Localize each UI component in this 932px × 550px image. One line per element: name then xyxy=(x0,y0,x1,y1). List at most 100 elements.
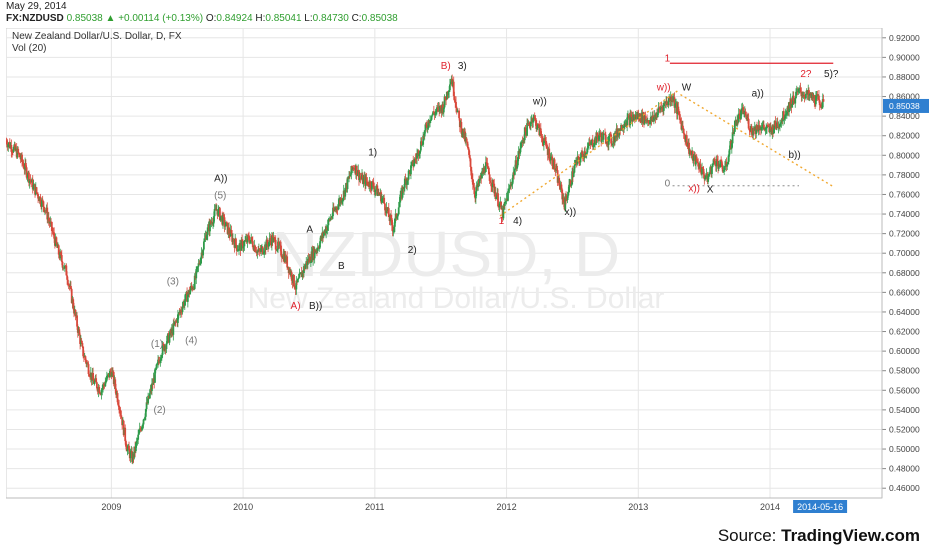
candle-body xyxy=(43,206,46,212)
candle-body xyxy=(231,233,234,242)
candle-body xyxy=(570,184,573,186)
candle-body xyxy=(731,132,734,144)
candle-body xyxy=(155,364,158,369)
y-tick-label: 0.90000 xyxy=(889,52,920,62)
candle-body xyxy=(449,81,452,85)
candle-body xyxy=(509,184,512,188)
candle-body xyxy=(87,364,90,375)
candle-body xyxy=(682,128,685,134)
candle-body xyxy=(711,166,713,174)
candle-body xyxy=(678,112,681,115)
watermark-name: New Zealand Dollar/U.S. Dollar xyxy=(248,282,665,315)
candle-body xyxy=(535,120,538,129)
candle-body xyxy=(483,167,486,173)
wave-label: (5) xyxy=(214,190,226,201)
y-tick-label: 0.62000 xyxy=(889,327,920,337)
candle-body xyxy=(319,236,322,242)
candle-body xyxy=(586,147,589,153)
candle-body xyxy=(818,95,820,101)
candle-body xyxy=(599,132,602,137)
candle-body xyxy=(22,163,25,169)
candle-body xyxy=(199,257,202,264)
candle-body xyxy=(779,122,782,124)
candle-body xyxy=(396,216,399,219)
candle-body xyxy=(683,133,686,136)
candle-body xyxy=(242,246,245,249)
candle-body xyxy=(135,440,138,444)
candle-body xyxy=(351,166,354,170)
high-value: 0.85041 xyxy=(265,13,302,24)
candle-body xyxy=(78,329,81,335)
candle-body xyxy=(468,154,471,159)
candle-body xyxy=(157,359,160,362)
candle-body xyxy=(273,237,276,239)
candle-body xyxy=(766,125,769,127)
chart-area[interactable]: NZDUSD, D New Zealand Dollar/U.S. Dollar… xyxy=(5,27,930,518)
candle-body xyxy=(410,165,412,175)
candle-body xyxy=(498,203,501,208)
candle-body xyxy=(526,123,528,136)
candle-body xyxy=(49,221,52,224)
candle-body xyxy=(217,209,220,216)
candle-body xyxy=(74,309,77,317)
candle-body xyxy=(154,368,157,370)
y-tick-label: 0.74000 xyxy=(889,209,920,219)
candle-body xyxy=(142,419,145,425)
candle-body xyxy=(211,222,214,224)
candle-body xyxy=(160,354,163,359)
candle-body xyxy=(721,166,724,172)
candle-body xyxy=(189,290,192,295)
candle-body xyxy=(471,179,474,185)
y-tick-label: 0.88000 xyxy=(889,72,920,82)
candle-body xyxy=(488,174,491,181)
candle-body xyxy=(727,161,729,165)
candle-body xyxy=(47,217,50,221)
candle-body xyxy=(748,128,751,131)
candle-body xyxy=(157,359,159,364)
candle-body xyxy=(487,166,490,168)
candle-body xyxy=(571,171,574,185)
candle-body xyxy=(115,388,117,395)
candle-body xyxy=(147,395,150,404)
trend-line[interactable] xyxy=(499,90,679,217)
candle-body xyxy=(223,217,226,227)
candle-body xyxy=(737,113,740,122)
candle-body xyxy=(719,159,722,167)
candle-body xyxy=(66,279,69,285)
candle-body xyxy=(148,393,151,399)
candle-body xyxy=(708,172,711,175)
candle-body xyxy=(118,409,121,412)
x-tick-label: 2013 xyxy=(628,502,648,512)
candle-body xyxy=(219,216,222,221)
candle-body xyxy=(756,124,758,130)
candle-body xyxy=(36,192,39,195)
symbol-label[interactable]: FX:NZDUSD xyxy=(6,13,64,24)
candle-body xyxy=(623,125,626,130)
volume-indicator-label[interactable]: Vol (20) xyxy=(12,43,46,54)
candle-body xyxy=(455,107,458,113)
candle-body xyxy=(41,199,43,207)
candle-body xyxy=(649,120,651,125)
candle-body xyxy=(274,238,276,240)
candle-body xyxy=(425,124,428,126)
candle-body xyxy=(517,157,519,166)
price-chart[interactable]: NZDUSD, D New Zealand Dollar/U.S. Dollar… xyxy=(5,27,930,518)
candle-body xyxy=(119,411,122,416)
candle-body xyxy=(745,115,748,120)
candle-body xyxy=(716,158,719,162)
candle-body xyxy=(166,336,169,344)
candle-body xyxy=(407,170,410,180)
x-tick-label: 2012 xyxy=(497,502,517,512)
candle-body xyxy=(429,120,431,124)
candle-body xyxy=(102,384,105,386)
candle-body xyxy=(180,311,183,313)
candle-body xyxy=(702,168,705,175)
wave-label: W xyxy=(682,83,692,94)
candle-body xyxy=(460,122,463,134)
candle-body xyxy=(620,125,623,131)
candle-body xyxy=(623,125,626,126)
candle-body xyxy=(417,150,420,157)
candle-body xyxy=(727,154,730,162)
candle-body xyxy=(380,192,383,203)
candle-body xyxy=(24,163,27,168)
